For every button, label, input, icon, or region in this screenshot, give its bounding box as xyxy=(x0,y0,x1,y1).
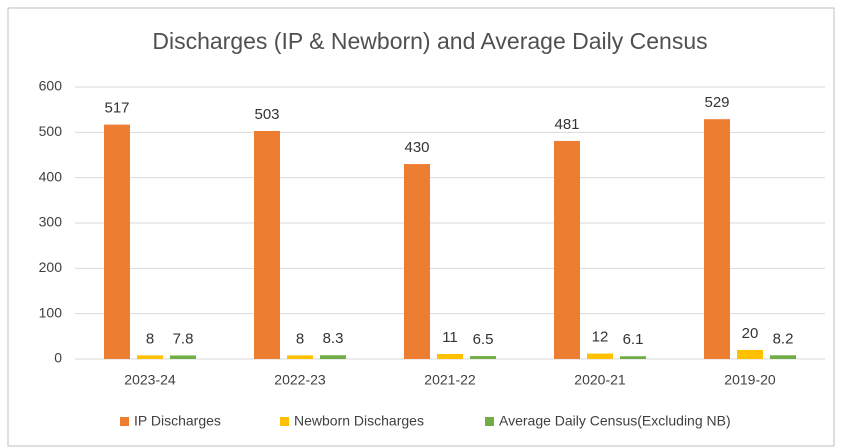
bar xyxy=(620,356,646,359)
legend-swatch xyxy=(485,417,494,426)
data-label: 8.3 xyxy=(323,330,344,347)
bar xyxy=(737,349,763,359)
data-label: 8.2 xyxy=(773,330,794,347)
legend-label: Average Daily Census(Excluding NB) xyxy=(499,413,731,429)
data-label: 12 xyxy=(592,329,609,346)
legend-swatch xyxy=(120,417,129,426)
bar xyxy=(437,354,463,359)
data-label: 430 xyxy=(404,139,429,156)
data-label: 7.8 xyxy=(173,330,194,347)
y-tick-label: 0 xyxy=(54,350,62,366)
bar xyxy=(254,130,280,359)
bar xyxy=(404,164,430,359)
bar xyxy=(554,140,580,359)
x-tick-label: 2021-22 xyxy=(424,372,476,388)
bar xyxy=(287,355,313,359)
x-tick-label: 2019-20 xyxy=(724,372,776,388)
x-tick-label: 2023-24 xyxy=(124,372,176,388)
data-label: 517 xyxy=(104,100,129,117)
bar xyxy=(470,356,496,359)
data-label: 11 xyxy=(442,329,458,346)
data-label: 8 xyxy=(296,330,304,347)
y-tick-label: 400 xyxy=(39,168,63,184)
data-label: 529 xyxy=(704,94,729,111)
x-tick-label: 2020-21 xyxy=(574,372,626,388)
legend-swatch xyxy=(280,417,289,426)
y-tick-label: 500 xyxy=(39,123,63,139)
data-label: 6.1 xyxy=(623,331,644,348)
bar xyxy=(104,124,130,359)
chart-title: Discharges (IP & Newborn) and Average Da… xyxy=(152,28,707,54)
y-tick-label: 300 xyxy=(39,214,63,230)
bar xyxy=(704,119,730,359)
data-label: 481 xyxy=(554,116,579,133)
x-tick-label: 2022-23 xyxy=(274,372,326,388)
bar xyxy=(137,355,163,359)
bar xyxy=(587,353,613,359)
data-label: 503 xyxy=(254,106,279,123)
y-tick-label: 100 xyxy=(39,304,63,320)
bar xyxy=(320,355,346,359)
data-label: 6.5 xyxy=(473,331,494,348)
legend-label: Newborn Discharges xyxy=(294,413,424,429)
bar xyxy=(770,355,796,359)
data-label: 20 xyxy=(742,325,759,342)
y-tick-label: 600 xyxy=(39,78,63,94)
legend-label: IP Discharges xyxy=(134,413,221,429)
y-tick-label: 200 xyxy=(39,259,63,275)
bar xyxy=(170,355,196,359)
data-label: 8 xyxy=(146,330,154,347)
